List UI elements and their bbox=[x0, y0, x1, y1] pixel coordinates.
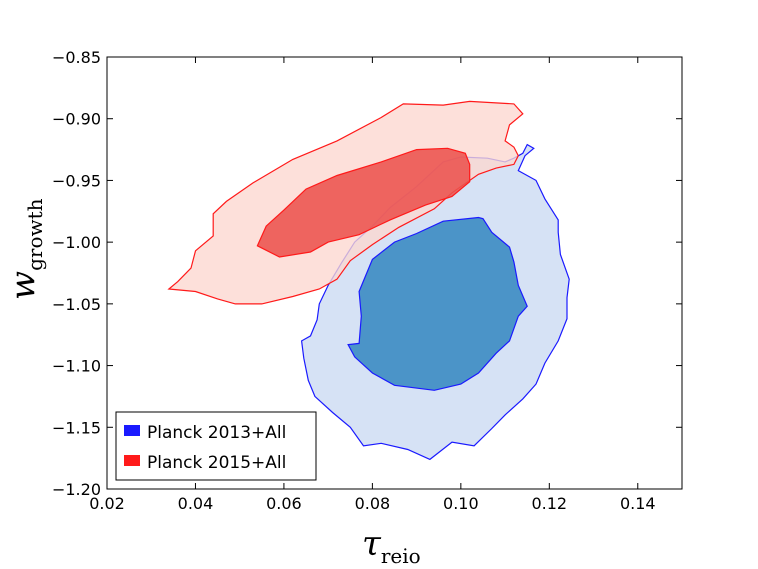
x-tick-label: 0.04 bbox=[178, 494, 214, 513]
y-tick-label: −1.10 bbox=[52, 357, 101, 376]
x-axis-ticks: 0.02 0.04 0.06 0.08 0.10 0.12 0.14 bbox=[89, 57, 656, 513]
y-tick-label: −0.95 bbox=[52, 171, 101, 190]
x-tick-label: 0.02 bbox=[89, 494, 125, 513]
y-tick-label: −1.20 bbox=[52, 480, 101, 499]
x-axis-label: τreio bbox=[362, 524, 421, 568]
contour-68-planck-2015 bbox=[256, 147, 471, 258]
x-tick-label: 0.08 bbox=[355, 494, 391, 513]
y-axis-label-symbol: w bbox=[3, 271, 43, 300]
legend-box bbox=[115, 411, 317, 481]
x-tick-label: 0.12 bbox=[531, 494, 567, 513]
y-tick-label: −1.05 bbox=[52, 295, 101, 314]
y-axis-label-subscript: growth bbox=[23, 198, 47, 271]
legend-swatch-planck-2013 bbox=[124, 425, 140, 436]
y-tick-label: −0.85 bbox=[52, 48, 101, 67]
legend-label-planck-2013: Planck 2013+All bbox=[147, 423, 286, 443]
x-axis-label-symbol: τ bbox=[362, 524, 382, 564]
x-tick-label: 0.06 bbox=[266, 494, 302, 513]
legend-label-planck-2015: Planck 2015+All bbox=[147, 453, 286, 473]
legend: Planck 2013+All Planck 2015+All bbox=[115, 411, 317, 481]
x-tick-label: 0.14 bbox=[620, 494, 656, 513]
contour-layer bbox=[167, 100, 570, 461]
y-axis-label: wgrowth bbox=[3, 198, 47, 300]
y-tick-label: −0.90 bbox=[52, 110, 101, 129]
legend-swatch-planck-2015 bbox=[124, 455, 140, 466]
x-tick-label: 0.10 bbox=[443, 494, 479, 513]
x-axis-label-subscript: reio bbox=[381, 544, 421, 568]
y-tick-label: −1.00 bbox=[52, 233, 101, 252]
contour-68-planck-2013 bbox=[347, 216, 528, 391]
y-tick-label: −1.15 bbox=[52, 418, 101, 437]
plot-frame bbox=[106, 56, 683, 490]
y-axis-ticks: −0.85 −0.90 −0.95 −1.00 −1.05 −1.10 −1.15 −1.20 bbox=[52, 48, 682, 499]
